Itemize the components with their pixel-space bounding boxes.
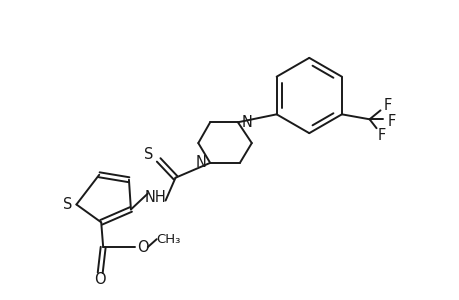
Text: CH₃: CH₃ bbox=[156, 233, 180, 246]
Text: S: S bbox=[63, 197, 72, 212]
Text: N: N bbox=[241, 115, 252, 130]
Text: F: F bbox=[386, 114, 395, 129]
Text: N: N bbox=[196, 155, 206, 170]
Text: NH: NH bbox=[145, 190, 166, 205]
Text: S: S bbox=[144, 148, 153, 163]
Text: O: O bbox=[137, 240, 148, 255]
Text: F: F bbox=[382, 98, 391, 113]
Text: O: O bbox=[94, 272, 106, 287]
Text: F: F bbox=[376, 128, 385, 142]
